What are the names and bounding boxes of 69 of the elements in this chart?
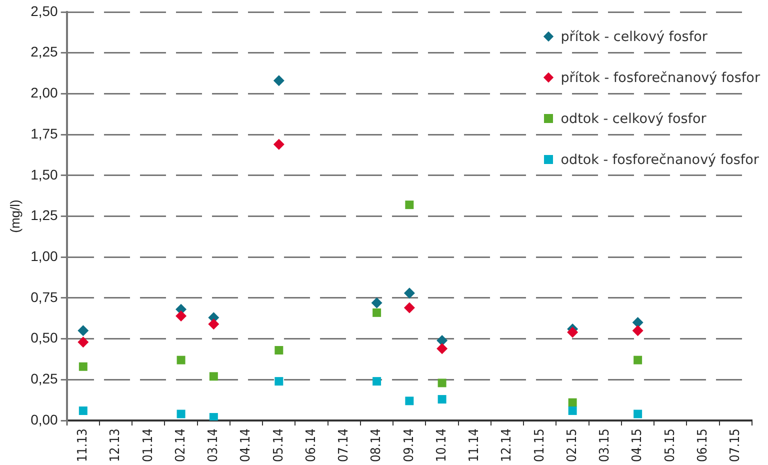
point xyxy=(568,406,577,415)
point xyxy=(371,297,382,308)
point xyxy=(78,362,88,371)
point xyxy=(273,138,284,150)
x-tick-label: 06.14 xyxy=(304,428,319,462)
point xyxy=(176,410,186,418)
x-tick-label: 05.14 xyxy=(271,428,286,462)
point xyxy=(274,377,284,386)
y-tick-label: 1,50 xyxy=(30,166,58,182)
x-tick-label: 05.15 xyxy=(662,428,678,462)
y-tick-label: 1,25 xyxy=(30,207,58,224)
x-tick-label: 07.14 xyxy=(336,428,352,462)
point xyxy=(632,325,644,336)
x-tick-label: 09.14 xyxy=(402,428,417,462)
point xyxy=(209,372,218,381)
legend-label: přítok - celkový fosfor xyxy=(560,28,708,44)
x-tick-label: 04.14 xyxy=(238,428,254,462)
x-tick-label: 02.14 xyxy=(173,428,188,462)
point xyxy=(208,318,220,330)
point xyxy=(404,288,415,299)
point xyxy=(404,302,415,314)
point xyxy=(372,377,382,386)
legend-label: odtok - celkový fosfor xyxy=(560,110,706,126)
legend-label: přítok - fosforečnanový fosfor xyxy=(560,70,760,86)
point xyxy=(436,334,448,346)
point xyxy=(78,325,89,336)
point xyxy=(78,336,89,348)
point xyxy=(273,75,284,86)
point xyxy=(567,326,578,338)
x-tick-label: 11.14 xyxy=(467,428,482,462)
x-tick-label: 08.14 xyxy=(369,428,384,462)
point xyxy=(634,356,642,364)
point xyxy=(372,308,382,317)
x-tick-label: 10.14 xyxy=(434,428,450,462)
point xyxy=(405,396,414,406)
point xyxy=(632,316,644,328)
point xyxy=(78,406,88,415)
point xyxy=(436,343,448,354)
x-tick-label: 03.15 xyxy=(598,428,613,462)
x-tick-label: 01.14 xyxy=(140,428,156,462)
point xyxy=(405,200,414,210)
x-tick-label: 03.14 xyxy=(206,428,222,462)
y-tick-label: 1,00 xyxy=(30,248,58,264)
point xyxy=(274,346,284,355)
y-tick-label: 0,25 xyxy=(30,370,58,387)
x-tick-label: 04.15 xyxy=(630,428,646,462)
x-tick-label: 12.14 xyxy=(500,428,515,462)
point xyxy=(634,410,642,418)
x-tick-label: 07.15 xyxy=(728,428,744,462)
x-tick-label: 11.13 xyxy=(76,428,91,462)
y-tick-label: 2,00 xyxy=(30,84,58,101)
legend-label: odtok - fosforečnanový fosfor xyxy=(560,152,759,168)
x-tick-label: 06.15 xyxy=(695,428,710,462)
y-tick-label: 1,75 xyxy=(30,125,58,142)
point xyxy=(568,398,577,407)
point xyxy=(176,310,187,322)
y-tick-label: 2,50 xyxy=(30,2,58,19)
point xyxy=(209,413,218,421)
y-tick-label: 0,75 xyxy=(30,288,58,305)
x-tick-label: 02.15 xyxy=(564,428,580,462)
y-tick-label: 2,25 xyxy=(30,44,58,60)
x-tick-label: 01.15 xyxy=(532,428,548,462)
point xyxy=(176,356,186,364)
y-tick-label: 0,50 xyxy=(30,330,58,346)
x-tick-label: 12.13 xyxy=(108,428,124,462)
point xyxy=(438,378,446,388)
point xyxy=(438,395,446,404)
y-axis-title: (mg/l) xyxy=(7,200,22,233)
y-tick-label: 0,00 xyxy=(30,411,58,428)
